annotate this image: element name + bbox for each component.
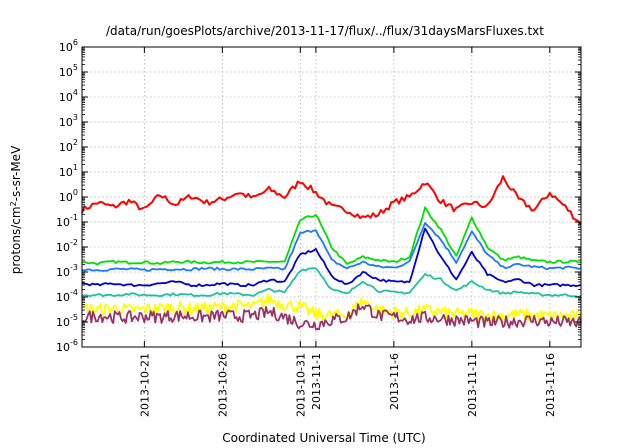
y-axis-label: protons/cm2-s-sr-MeV <box>9 145 24 274</box>
y-tick-label: 10-5 <box>56 313 78 329</box>
x-tick-label: 2013-11-1 <box>310 353 323 410</box>
y-axis-label-sup: 2 <box>9 201 18 206</box>
y-tick-label: 101 <box>59 163 78 179</box>
chart-title: /data/run/goesPlots/archive/2013-11-17/f… <box>106 24 544 38</box>
series-line <box>81 303 582 331</box>
series-line <box>81 175 582 226</box>
y-tick-label: 10-1 <box>56 213 78 229</box>
y-tick-label: 105 <box>59 63 78 79</box>
y-axis-label-base: protons/cm <box>9 206 23 274</box>
y-tick-label: 103 <box>59 113 78 129</box>
series-line <box>81 227 582 288</box>
y-tick-label: 106 <box>59 38 78 54</box>
series-line <box>81 206 582 266</box>
y-tick-label: 10-4 <box>56 288 78 304</box>
y-tick-label: 102 <box>59 138 78 154</box>
y-tick-label: 10-3 <box>56 263 78 279</box>
x-tick-label: 2013-10-21 <box>138 353 151 417</box>
y-tick-label: 104 <box>59 88 78 104</box>
y-tick-label: 10-2 <box>56 238 78 254</box>
x-tick-label: 2013-11-11 <box>466 353 479 417</box>
y-tick-label: 100 <box>59 188 78 204</box>
series-line <box>81 267 582 298</box>
y-axis-label-rest: -s-sr-MeV <box>9 145 23 201</box>
x-tick-label: 2013-11-16 <box>544 353 557 417</box>
series-group <box>81 175 582 331</box>
x-tick-label: 2013-10-26 <box>216 353 229 417</box>
x-tick-label: 2013-11-6 <box>388 353 401 410</box>
y-tick-label: 10-6 <box>56 338 78 354</box>
y-tick-labels: 10-6 10-5 10-4 10-3 10-2 10-1 100 101 102 103 104 1… <box>56 38 581 354</box>
series-line <box>81 221 582 272</box>
x-tick-label: 2013-10-31 <box>294 353 307 417</box>
x-axis-label: Coordinated Universal Time (UTC) <box>222 431 425 445</box>
x-tick-labels: 2013-10-21 2013-10-26 2013-10-31 2013-11-1 2… <box>138 47 557 417</box>
